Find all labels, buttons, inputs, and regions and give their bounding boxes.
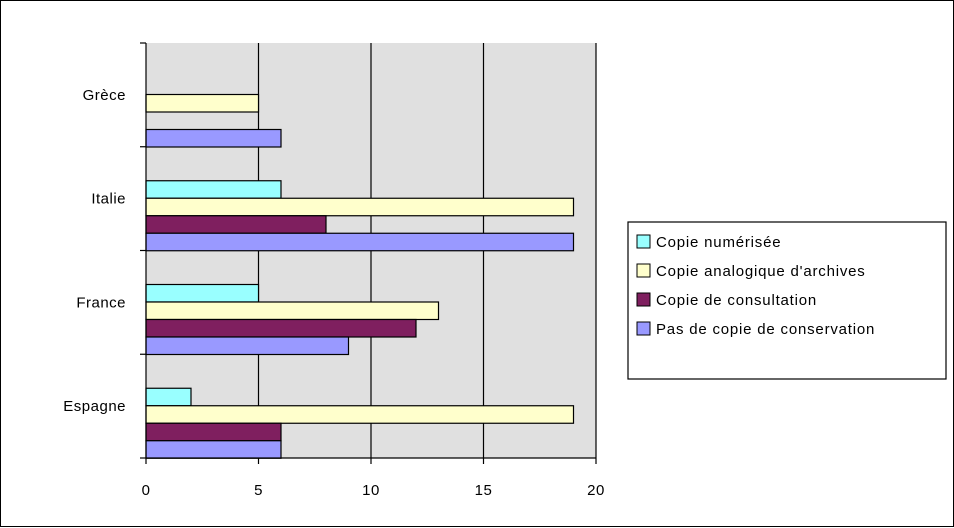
legend-label-pas-de-copie-de-conservation: Pas de copie de conservation [656, 321, 875, 338]
legend-swatch-copie-analogique-d-archives [636, 263, 651, 278]
x-tick-label: 5 [254, 482, 263, 499]
bar-espagne-copie-de-consultation [145, 422, 282, 442]
bar-france-pas-de-copie-de-conservation [145, 336, 350, 356]
legend-box [627, 221, 947, 380]
x-tick-label: 10 [362, 482, 380, 499]
bar-grece-pas-de-copie-de-conservation [145, 128, 282, 148]
x-tick-label: 15 [475, 482, 493, 499]
bar-france-copie-numerisee [145, 283, 260, 303]
category-label-grece: Grèce [83, 87, 126, 104]
x-tick-label: 20 [587, 482, 605, 499]
category-label-espagne: Espagne [63, 398, 126, 415]
legend-swatch-copie-de-consultation [636, 292, 651, 307]
legend-swatch-pas-de-copie-de-conservation [636, 321, 651, 336]
category-label-italie: Italie [91, 191, 126, 208]
bar-espagne-copie-analogique-d-archives [145, 405, 575, 424]
x-tick-label: 0 [142, 482, 151, 499]
bar-espagne-copie-numerisee [145, 387, 192, 407]
legend-label-copie-de-consultation: Copie de consultation [656, 292, 817, 309]
legend-swatch-copie-numerisee [636, 234, 651, 249]
bar-italie-pas-de-copie-de-conservation [145, 232, 575, 252]
bar-grece-copie-analogique-d-archives [145, 93, 260, 113]
legend-label-copie-numerisee: Copie numérisée [656, 234, 781, 251]
legend-label-copie-analogique-d-archives: Copie analogique d'archives [656, 263, 866, 280]
bar-italie-copie-de-consultation [145, 215, 327, 234]
category-label-france: France [76, 294, 126, 311]
bar-italie-copie-analogique-d-archives [145, 197, 575, 217]
bar-france-copie-analogique-d-archives [145, 301, 440, 321]
bar-france-copie-de-consultation [145, 318, 417, 338]
bar-italie-copie-numerisee [145, 180, 282, 199]
bar-espagne-pas-de-copie-de-conservation [145, 440, 282, 459]
